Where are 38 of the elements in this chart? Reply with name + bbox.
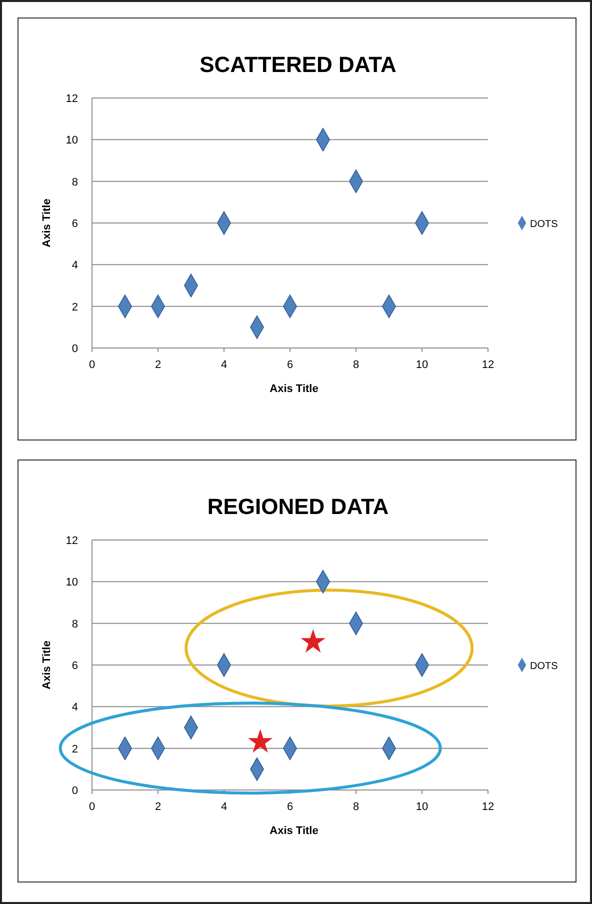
x-tick-label: 0 (88, 359, 96, 371)
y-tick-label: 12 (66, 93, 78, 105)
y-tick-label: 8 (72, 618, 78, 630)
y-tick-label: 4 (72, 702, 78, 714)
chart-title: SCATTERED DATA (200, 52, 396, 77)
x-tick-label: 6 (286, 359, 294, 371)
x-tick-label: 12 (482, 359, 494, 371)
y-tick-label: 2 (72, 301, 78, 314)
x-tick-label: 4 (220, 801, 228, 813)
y-tick-label: 12 (66, 535, 78, 547)
x-tick-label: 10 (416, 801, 428, 813)
point (300, 629, 326, 653)
y-tick-label: 6 (72, 660, 78, 672)
x-tick-label: 0 (88, 801, 96, 813)
x-axis-title: Axis Title (270, 383, 318, 395)
y-tick-label: 0 (72, 343, 78, 355)
point (248, 729, 273, 753)
x-axis-title: Axis Title (270, 825, 318, 837)
y-axis-title: Axis Title (41, 198, 53, 248)
y-tick-label: 6 (72, 218, 78, 230)
y-tick-label: 8 (72, 176, 78, 188)
y-tick-label: 10 (66, 134, 78, 147)
y-tick-label: 10 (66, 576, 78, 589)
y-axis-title: Axis Title (41, 640, 53, 690)
x-tick-label: 8 (352, 801, 360, 813)
x-tick-label: 6 (286, 801, 294, 813)
x-tick-label: 2 (154, 359, 162, 371)
y-tick-label: 4 (72, 260, 78, 272)
legend-label: DOTS (530, 219, 558, 230)
x-tick-label: 4 (220, 359, 228, 371)
y-tick-label: 2 (72, 743, 78, 756)
x-tick-label: 8 (352, 359, 360, 371)
x-tick-label: 12 (482, 801, 494, 813)
legend-label: DOTS (530, 661, 558, 672)
x-tick-label: 10 (416, 359, 428, 371)
chart-title: REGIONED DATA (207, 494, 389, 519)
y-tick-label: 0 (72, 785, 78, 797)
x-tick-label: 2 (154, 801, 162, 813)
